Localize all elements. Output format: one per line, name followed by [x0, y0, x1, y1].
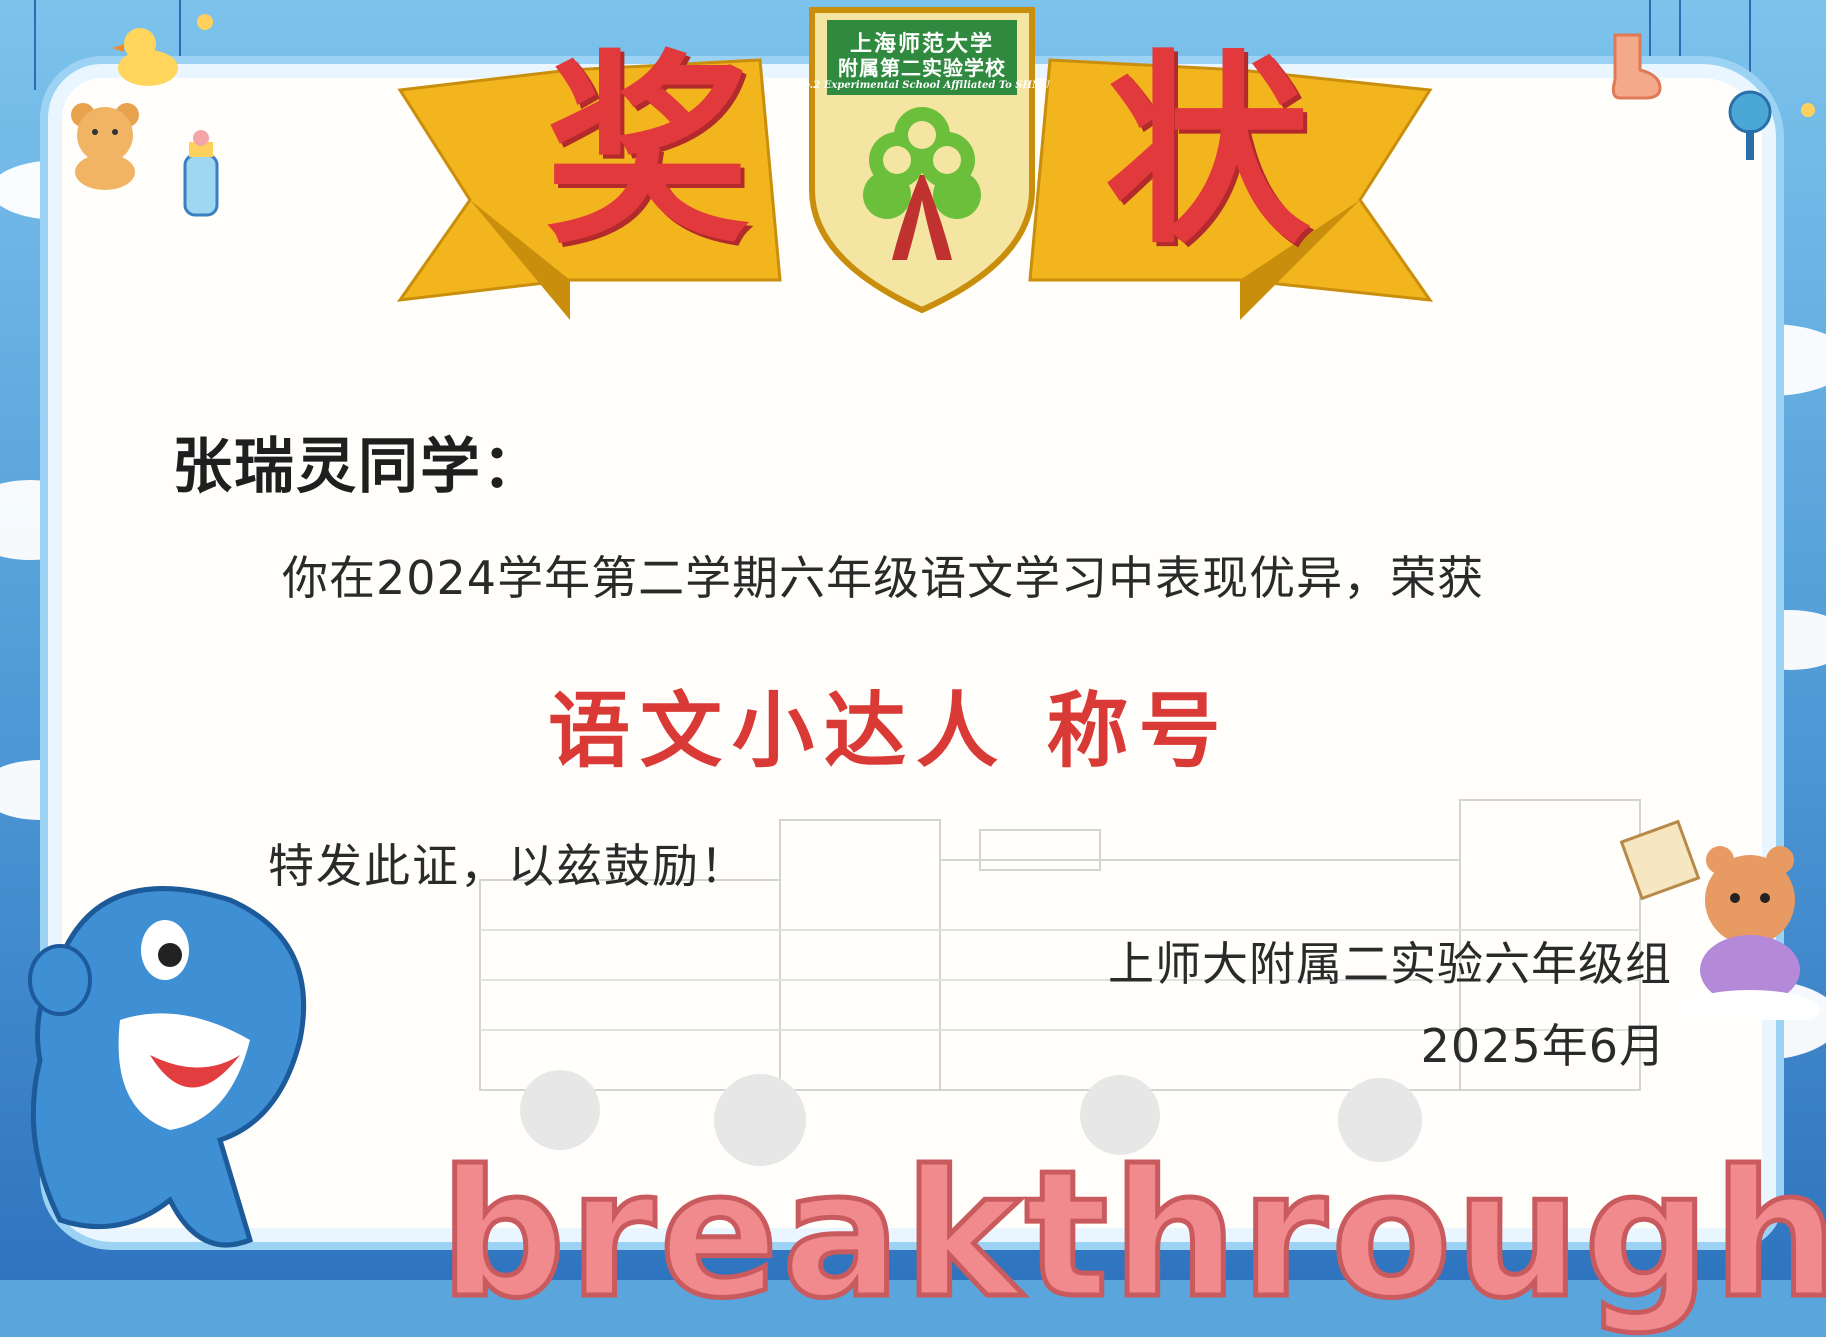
recipient-name: 张瑞灵同学： [172, 432, 544, 502]
rubber-duck-icon [112, 28, 178, 86]
title-char-zhuang: 状 [1105, 32, 1310, 272]
rattle-icon [1728, 90, 1772, 160]
issuer-name: 上师大附属二实验六年级组 [1108, 937, 1672, 991]
seal-line-1: 上海师范大学 [849, 31, 994, 57]
certificate-body: 你在2024学年第二学期六年级语文学习中表现优异，荣获 [282, 551, 1485, 605]
dolphin-mascot-icon [28, 886, 307, 1248]
school-building-sketch [479, 799, 1641, 1166]
seal-line-2: 附属第二实验学校 [838, 56, 1006, 80]
closing-statement: 特发此证，以兹鼓励！ [268, 839, 748, 893]
baby-bottle-icon [183, 130, 219, 217]
seal-line-3: No.2 Experimental School Affiliated To S… [794, 80, 1050, 91]
cat-mascot-icon [1620, 820, 1820, 1020]
decorative-breakthrough-text: breakthrough [438, 1134, 1826, 1337]
title-ribbon [396, 58, 1434, 320]
issue-date: 2025年6月 [1420, 1019, 1666, 1073]
title-char-jiang: 奖 [545, 32, 750, 272]
school-seal-icon: 上海师范大学 附属第二实验学校 No.2 Experimental School… [792, 0, 1052, 315]
award-title: 语文小达人 称号 [548, 683, 1231, 779]
sock-icon [1611, 33, 1662, 100]
teddy-bear-icon [71, 103, 139, 190]
